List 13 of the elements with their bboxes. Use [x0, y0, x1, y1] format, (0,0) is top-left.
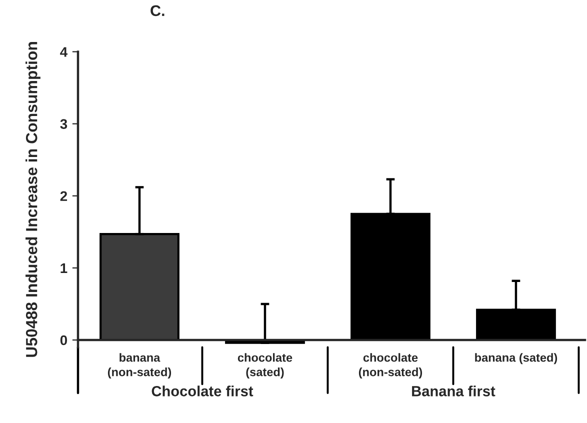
y-tick-label: 1 — [60, 263, 68, 273]
y-tick-label: 2 — [60, 191, 68, 201]
x-tick-label: chocolate (sated) — [238, 353, 292, 379]
y-tick-label: 4 — [60, 47, 68, 57]
x-tick-label: banana (non-sated) — [108, 353, 172, 379]
chart-title: C. — [150, 5, 164, 16]
y-tick-label: 0 — [60, 335, 68, 346]
x-tick-label: banana (sated) — [475, 353, 558, 364]
text: Banana first — [412, 386, 496, 396]
text: Chocolate first — [152, 386, 254, 396]
y-tick-label: 3 — [60, 119, 68, 129]
x-tick-label: chocolate (non-sated) — [358, 353, 422, 379]
y-axis-title: U50488 Induced Increase in Consumption — [26, 42, 40, 357]
